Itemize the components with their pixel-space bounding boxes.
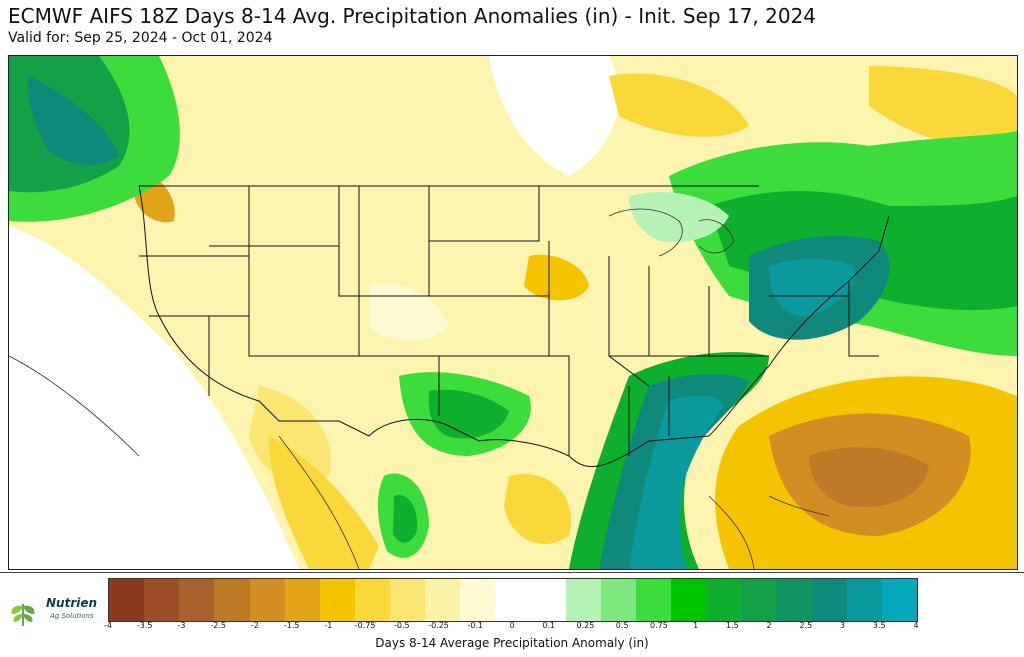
colorbar-swatch bbox=[249, 579, 285, 621]
colorbar-ticks: -4 -3.5 -3 -2.5 -2 -1.5 -1 -0.75 -0.5 -0.25 -0.1 0 0… bbox=[104, 621, 919, 635]
colorbar-swatch bbox=[811, 579, 847, 621]
colorbar-tick-label: -2.5 bbox=[210, 621, 226, 630]
colorbar-swatch bbox=[179, 579, 215, 621]
colorbar-tick-label: 2.5 bbox=[799, 621, 813, 630]
logo-sub: Ag Solutions bbox=[50, 612, 94, 620]
nutrien-logo: Nutrien Ag Solutions bbox=[6, 594, 98, 634]
colorbar-tick-label: 0.5 bbox=[615, 621, 629, 630]
colorbar-swatch bbox=[565, 579, 601, 621]
colorbar-tick-label: -0.1 bbox=[467, 621, 484, 630]
colorbar-swatch bbox=[425, 579, 461, 621]
colorbar-swatch bbox=[741, 579, 777, 621]
colorbar-tick-label: 0.25 bbox=[576, 621, 595, 630]
map-title: ECMWF AIFS 18Z Days 8-14 Avg. Precipitat… bbox=[8, 4, 817, 28]
colorbar-swatch bbox=[671, 579, 707, 621]
colorbar-swatch bbox=[776, 579, 812, 621]
colorbar-tick-label: -2 bbox=[250, 621, 259, 630]
colorbar-swatch bbox=[144, 579, 180, 621]
colorbar-tick-label: 3 bbox=[839, 621, 846, 630]
colorbar-tick-label: 0.75 bbox=[650, 621, 668, 630]
colorbar-label: Days 8-14 Average Precipitation Anomaly … bbox=[375, 636, 649, 650]
colorbar-tick-label: 2 bbox=[766, 621, 772, 630]
valid-period: Valid for: Sep 25, 2024 - Oct 01, 2024 bbox=[8, 30, 273, 46]
colorbar-tick-label: -4 bbox=[104, 621, 112, 630]
colorbar-tick-label: -0.25 bbox=[428, 621, 449, 630]
colorbar-swatch bbox=[319, 579, 355, 621]
colorbar-swatch bbox=[881, 579, 917, 621]
legend-panel bbox=[0, 572, 1024, 657]
colorbar-tick-label: -3 bbox=[177, 621, 186, 630]
colorbar-tick-label: 1.5 bbox=[725, 621, 739, 630]
colorbar-swatch bbox=[284, 579, 320, 621]
colorbar bbox=[108, 578, 918, 622]
colorbar-tick-label: 0.1 bbox=[542, 621, 556, 630]
colorbar-tick-label: 0 bbox=[509, 621, 515, 630]
colorbar-swatch bbox=[600, 579, 636, 621]
precipitation-map bbox=[8, 55, 1018, 570]
logo-brand: Nutrien bbox=[46, 596, 98, 610]
leaf-icon bbox=[11, 604, 35, 626]
colorbar-swatch bbox=[530, 579, 566, 621]
colorbar-swatch bbox=[109, 579, 145, 621]
colorbar-swatch bbox=[354, 579, 390, 621]
colorbar-tick-label: -3.5 bbox=[136, 621, 153, 630]
colorbar-tick-label: 4 bbox=[913, 621, 919, 630]
colorbar-swatch bbox=[635, 579, 671, 621]
colorbar-tick-label: -0.75 bbox=[354, 621, 376, 630]
colorbar-tick-label: 3.5 bbox=[872, 621, 886, 630]
colorbar-tick-label: -0.5 bbox=[394, 621, 410, 630]
colorbar-swatch bbox=[214, 579, 250, 621]
colorbar-tick-label: 1 bbox=[693, 621, 699, 630]
colorbar-swatch bbox=[495, 579, 531, 621]
colorbar-swatch bbox=[460, 579, 496, 621]
colorbar-tick-label: -1 bbox=[324, 621, 333, 630]
colorbar-swatch bbox=[390, 579, 426, 621]
colorbar-tick-label: -1.5 bbox=[283, 621, 300, 630]
colorbar-swatch bbox=[846, 579, 882, 621]
colorbar-swatch bbox=[706, 579, 742, 621]
